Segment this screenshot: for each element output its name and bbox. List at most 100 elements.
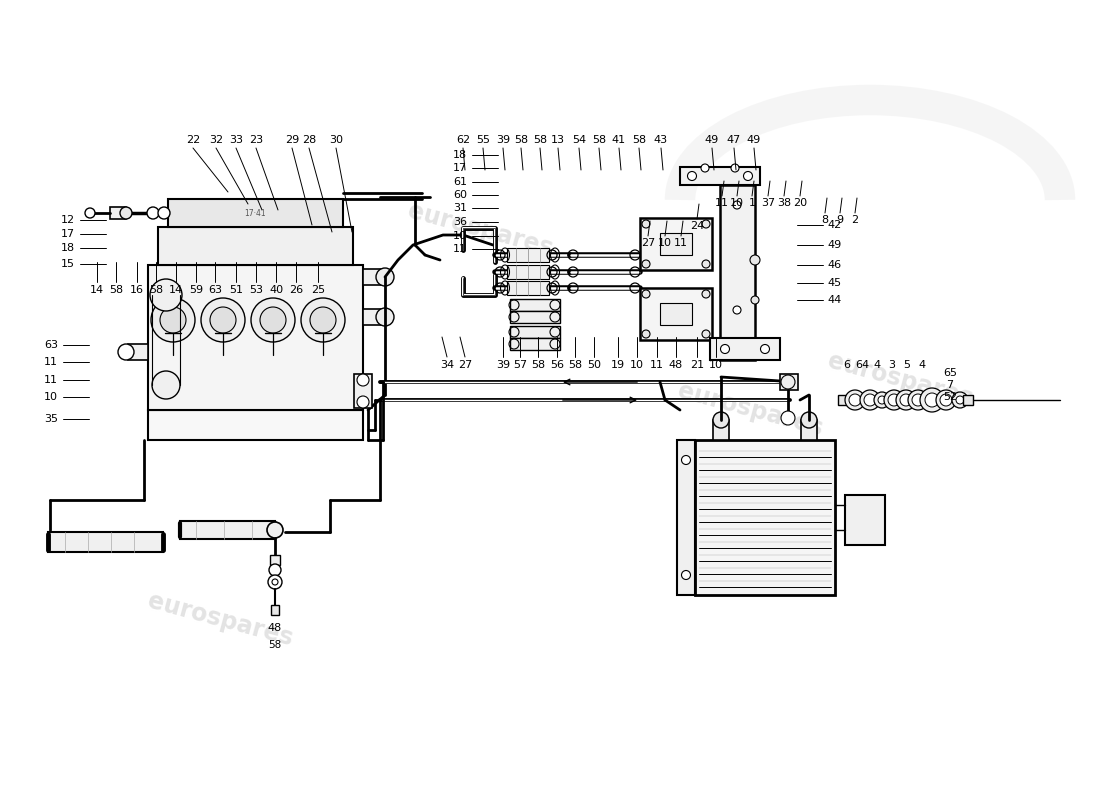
- Text: 6: 6: [844, 360, 850, 370]
- Text: 63: 63: [208, 285, 222, 295]
- Text: 58: 58: [631, 135, 646, 145]
- Text: 42: 42: [828, 220, 843, 230]
- Bar: [845, 495, 886, 545]
- Circle shape: [85, 208, 95, 218]
- Text: 65: 65: [943, 368, 957, 378]
- Circle shape: [376, 268, 394, 286]
- Text: 39: 39: [496, 135, 510, 145]
- Circle shape: [301, 298, 345, 342]
- Text: 11: 11: [674, 238, 688, 248]
- Circle shape: [864, 394, 876, 406]
- Text: 15: 15: [60, 259, 75, 269]
- Circle shape: [849, 394, 861, 406]
- Text: 47: 47: [727, 135, 741, 145]
- Circle shape: [860, 390, 880, 410]
- Text: 62: 62: [455, 135, 470, 145]
- Circle shape: [642, 330, 650, 338]
- Text: 19: 19: [610, 360, 625, 370]
- Circle shape: [751, 296, 759, 304]
- Circle shape: [682, 570, 691, 579]
- Text: 43: 43: [653, 135, 668, 145]
- Circle shape: [956, 396, 964, 404]
- Text: 4: 4: [873, 360, 881, 370]
- Bar: [710, 338, 780, 360]
- Circle shape: [702, 330, 710, 338]
- Bar: [507, 265, 549, 279]
- Bar: [180, 521, 275, 539]
- Text: 35: 35: [44, 414, 58, 424]
- Text: 45: 45: [828, 278, 843, 288]
- Bar: [354, 374, 372, 408]
- Text: 10: 10: [658, 238, 672, 248]
- Text: 49: 49: [828, 240, 843, 250]
- Text: 26: 26: [289, 285, 304, 295]
- Bar: [507, 248, 549, 262]
- Circle shape: [900, 394, 912, 406]
- Text: 24: 24: [690, 221, 704, 231]
- Text: 10: 10: [630, 360, 644, 370]
- Text: 49: 49: [705, 135, 719, 145]
- Circle shape: [874, 392, 890, 408]
- Circle shape: [896, 390, 916, 410]
- Text: 9: 9: [836, 215, 844, 225]
- Circle shape: [688, 171, 696, 181]
- Text: 11: 11: [650, 360, 664, 370]
- Text: 58: 58: [568, 360, 582, 370]
- Text: 11: 11: [453, 244, 468, 254]
- Text: 17: 17: [453, 163, 468, 173]
- Circle shape: [732, 164, 739, 172]
- Circle shape: [713, 412, 729, 428]
- Circle shape: [920, 388, 944, 412]
- Bar: [128, 344, 148, 360]
- Bar: [48, 532, 163, 552]
- Circle shape: [884, 390, 904, 410]
- Circle shape: [702, 290, 710, 298]
- Circle shape: [952, 392, 968, 408]
- Text: 21: 21: [690, 360, 704, 370]
- Circle shape: [270, 564, 280, 576]
- Text: 58: 58: [148, 285, 163, 295]
- Circle shape: [733, 201, 741, 209]
- Bar: [510, 338, 560, 350]
- Text: 11: 11: [44, 375, 58, 385]
- Bar: [168, 199, 343, 227]
- Circle shape: [210, 307, 236, 333]
- Text: 37: 37: [761, 198, 776, 208]
- Bar: [510, 326, 560, 338]
- Text: 28: 28: [301, 135, 316, 145]
- Bar: [271, 605, 279, 615]
- Bar: [148, 265, 363, 410]
- Circle shape: [260, 307, 286, 333]
- Text: 56: 56: [550, 360, 564, 370]
- Text: 52: 52: [943, 392, 957, 402]
- Bar: [660, 303, 692, 325]
- Circle shape: [750, 255, 760, 265]
- Bar: [640, 218, 712, 270]
- Text: 48: 48: [669, 360, 683, 370]
- Circle shape: [702, 260, 710, 268]
- Circle shape: [120, 207, 132, 219]
- Text: 10: 10: [730, 198, 744, 208]
- Text: 59: 59: [189, 285, 204, 295]
- Text: 55: 55: [476, 135, 490, 145]
- Text: 46: 46: [828, 260, 843, 270]
- Text: 32: 32: [209, 135, 223, 145]
- Text: 64: 64: [855, 360, 869, 370]
- Circle shape: [147, 207, 160, 219]
- Circle shape: [878, 396, 886, 404]
- Bar: [510, 299, 560, 311]
- Bar: [510, 311, 560, 323]
- Bar: [838, 395, 848, 405]
- Text: 53: 53: [249, 285, 263, 295]
- Bar: [720, 185, 755, 360]
- Text: 58: 58: [592, 135, 606, 145]
- Bar: [110, 207, 126, 219]
- Circle shape: [376, 308, 394, 326]
- Text: 34: 34: [440, 360, 454, 370]
- Text: 2: 2: [851, 215, 859, 225]
- Circle shape: [160, 307, 186, 333]
- Circle shape: [682, 455, 691, 465]
- Text: 33: 33: [229, 135, 243, 145]
- Text: 48: 48: [268, 623, 282, 633]
- Circle shape: [251, 298, 295, 342]
